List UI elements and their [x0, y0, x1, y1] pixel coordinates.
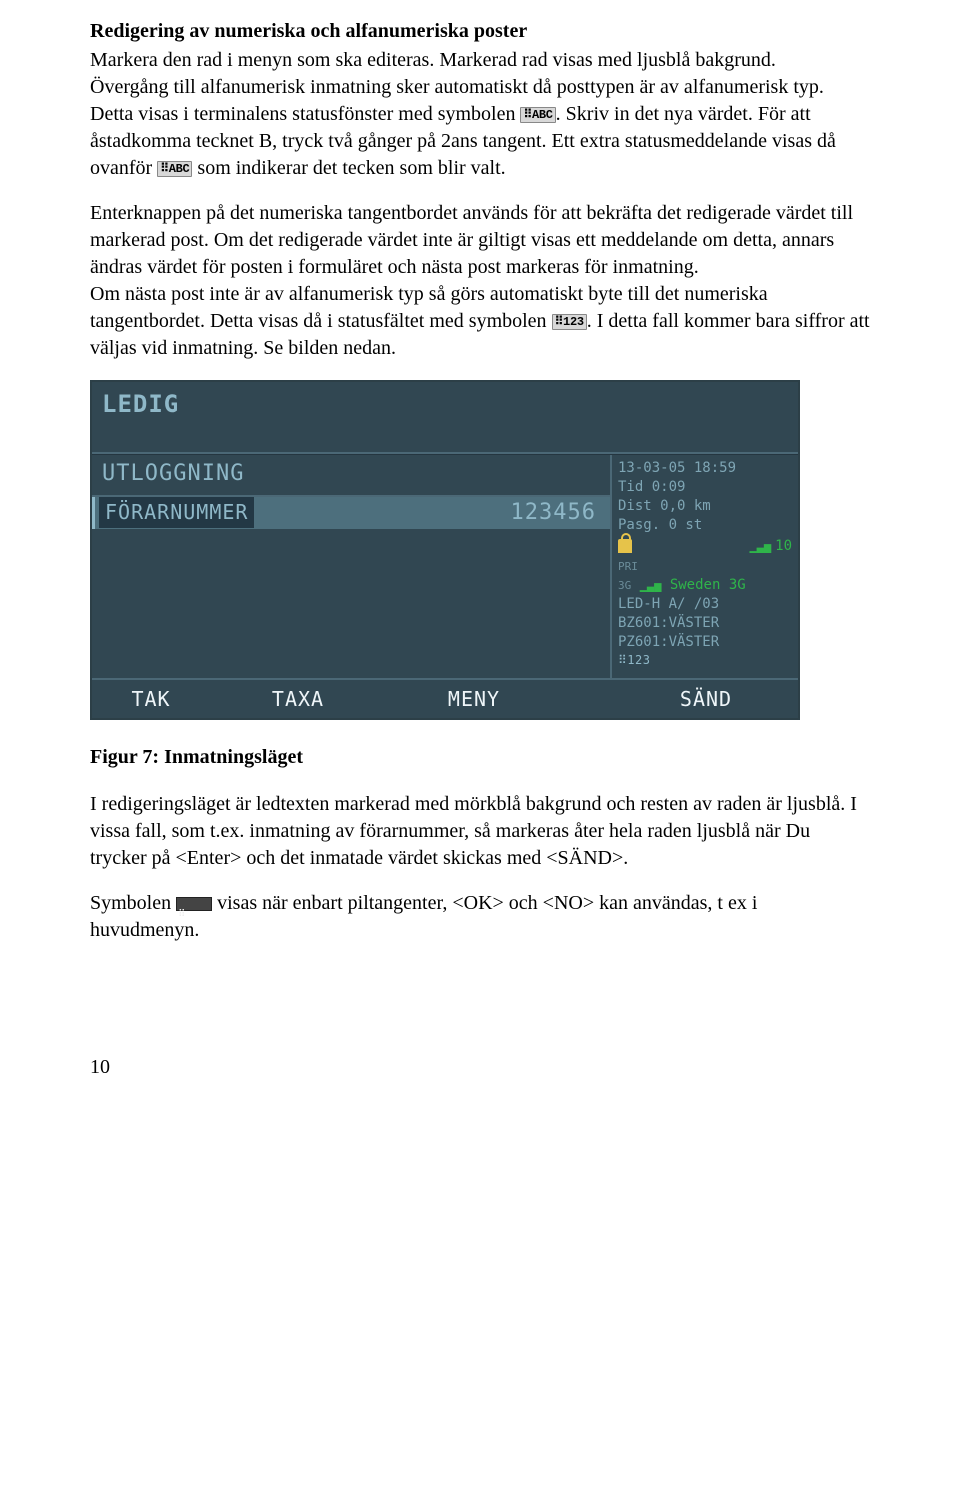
- terminal-footer: TAK TAXA MENY SÄND: [92, 678, 798, 718]
- terminal-status: LEDIG: [102, 388, 788, 420]
- num-badge-icon: ⠿123: [552, 314, 587, 330]
- side-bz: BZ601:VÄSTER: [618, 614, 792, 633]
- footer-btn-taxa[interactable]: TAXA: [210, 680, 386, 719]
- paragraph-3: I redigeringsläget är ledtexten markerad…: [90, 791, 870, 872]
- blank-badge-icon: [176, 897, 212, 911]
- side-dist: Dist 0,0 km: [618, 497, 792, 516]
- side-tid: Tid 0:09: [618, 478, 792, 497]
- side-net: 3G: [618, 579, 631, 592]
- side-signal-value: 10: [775, 537, 792, 556]
- terminal-body: UTLOGGNING FÖRARNUMMER 123456 13-03-05 1…: [92, 454, 798, 678]
- terminal-input-row[interactable]: FÖRARNUMMER 123456: [92, 497, 610, 529]
- figure-caption: Figur 7: Inmatningsläget: [90, 744, 870, 771]
- abc-badge-icon: ⠿ABC: [157, 161, 192, 177]
- side-pz: PZ601:VÄSTER: [618, 633, 792, 652]
- page-number: 10: [90, 1054, 870, 1081]
- signal-icon: ▁▃▅: [749, 538, 771, 554]
- para1-a: Markera den rad i menyn som ska editeras…: [90, 49, 776, 71]
- terminal-screenshot: LEDIG UTLOGGNING FÖRARNUMMER 123456 13-0…: [90, 380, 800, 720]
- abc-badge-icon: ⠿ABC: [520, 107, 555, 123]
- side-datetime: 13-03-05 18:59: [618, 459, 792, 478]
- paragraph-2: Enterknappen på det numeriska tangentbor…: [90, 200, 870, 362]
- side-carrier: Sweden 3G: [670, 577, 746, 593]
- paragraph-1: Markera den rad i menyn som ska editeras…: [90, 47, 870, 182]
- terminal-field-label: FÖRARNUMMER: [99, 497, 254, 528]
- side-pri: PRI: [618, 560, 638, 573]
- para1-d: som indikerar det tecken som blir valt.: [192, 157, 505, 179]
- terminal-top-bar: LEDIG: [92, 382, 798, 454]
- lock-icon: [618, 539, 632, 553]
- side-pasg: Pasg. 0 st: [618, 516, 792, 535]
- terminal-field-value: 123456: [254, 498, 600, 528]
- para2-a: Enterknappen på det numeriska tangentbor…: [90, 202, 853, 278]
- terminal-side-panel: 13-03-05 18:59 Tid 0:09 Dist 0,0 km Pasg…: [612, 455, 798, 678]
- footer-btn-sand[interactable]: SÄND: [614, 680, 798, 719]
- paragraph-4: Symbolen visas när enbart piltangenter, …: [90, 890, 870, 944]
- terminal-screen-title: UTLOGGNING: [92, 455, 610, 497]
- terminal-main-panel: UTLOGGNING FÖRARNUMMER 123456: [92, 455, 612, 678]
- signal-bars-icon: ▁▃▅: [640, 577, 662, 593]
- side-led: LED-H A/ /03: [618, 595, 792, 614]
- footer-btn-meny[interactable]: MENY: [386, 680, 562, 719]
- section-heading: Redigering av numeriska och alfanumerisk…: [90, 18, 870, 45]
- footer-btn-tak[interactable]: TAK: [92, 680, 210, 719]
- para4-a: Symbolen: [90, 892, 176, 914]
- side-input-mode: ⠿123: [618, 652, 792, 668]
